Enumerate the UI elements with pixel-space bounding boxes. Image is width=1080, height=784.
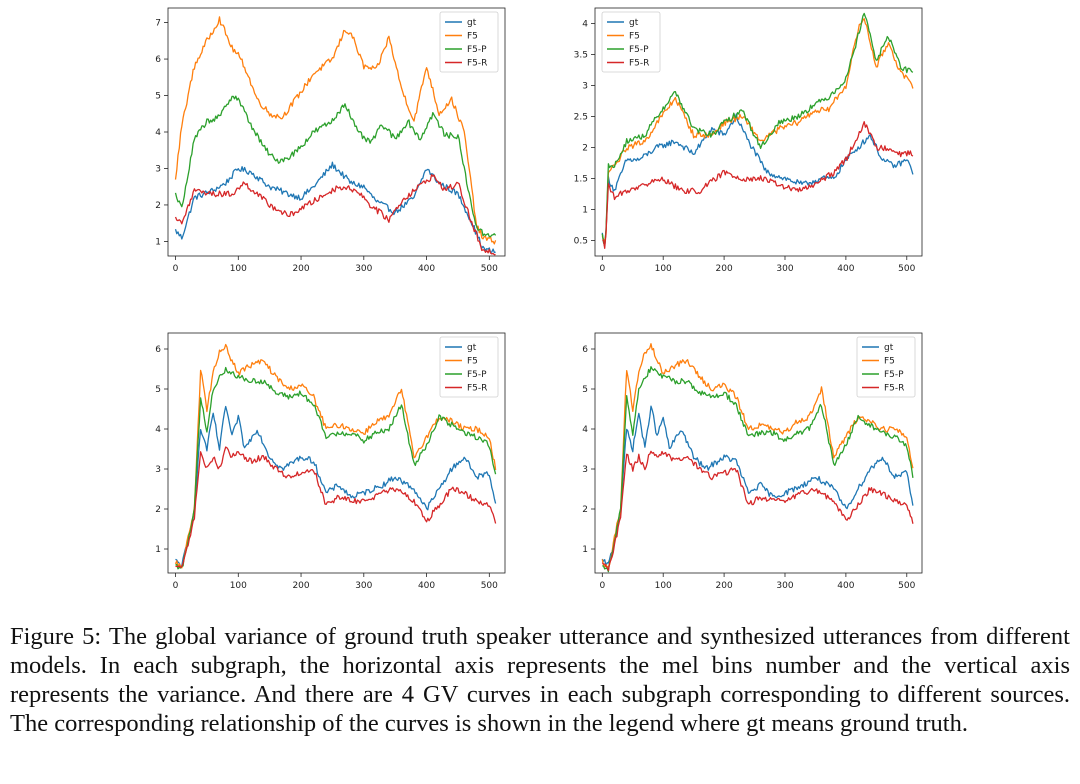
- legend-label-f5-r: F5-R: [467, 384, 487, 394]
- x-tick-label: 300: [355, 581, 372, 591]
- x-tick-label: 0: [599, 581, 605, 591]
- legend-label-f5-p: F5-P: [467, 45, 487, 55]
- axes-frame: [167, 332, 506, 574]
- y-tick-label: 6: [155, 55, 161, 65]
- legend-label-gt: gt: [884, 343, 894, 353]
- y-tick-label: 4: [582, 20, 588, 30]
- x-tick-label: 0: [173, 264, 179, 274]
- x-tick-label: 400: [837, 264, 854, 274]
- x-tick-label: 100: [655, 581, 672, 591]
- x-tick-label: 500: [898, 581, 915, 591]
- x-tick-label: 100: [230, 581, 247, 591]
- x-tick-label: 400: [418, 581, 435, 591]
- x-tick-label: 300: [776, 264, 793, 274]
- y-tick-label: 2: [155, 201, 161, 211]
- legend-label-f5-r: F5-R: [467, 59, 487, 69]
- subplot-3: 0 100 200 300 400 500 1 2 3 4 5 6 gt F5 F5-P F5-R: [155, 332, 506, 591]
- x-tick-label: 300: [776, 581, 793, 591]
- subplot-1: 0 100 200 300 400 500 1 2 3 4 5 6 7 gt F5 F5-P F5-R: [155, 7, 506, 274]
- legend-label-f5: F5: [467, 357, 478, 367]
- y-tick-label: 3: [155, 465, 161, 475]
- y-tick-label: 5: [155, 385, 161, 395]
- legend-label-f5: F5: [629, 32, 640, 42]
- series-line-gt: [175, 405, 497, 568]
- x-tick-label: 100: [655, 264, 672, 274]
- x-tick-label: 200: [292, 581, 309, 591]
- subplot-4: 0 100 200 300 400 500 1 2 3 4 5 6 gt F5 F5-P F5-R: [582, 332, 923, 591]
- y-tick-label: 1: [582, 206, 588, 216]
- legend-label-gt: gt: [629, 18, 639, 28]
- series-line-f5-r: [601, 450, 914, 572]
- series-line-gt: [174, 161, 496, 254]
- x-tick-label: 200: [716, 581, 733, 591]
- y-tick-label: 1.5: [574, 175, 588, 185]
- y-tick-label: 2: [582, 144, 588, 154]
- y-tick-label: 6: [582, 345, 588, 355]
- legend-label-f5-p: F5-P: [467, 370, 487, 380]
- y-tick-label: 4: [155, 425, 161, 435]
- x-tick-label: 100: [230, 264, 247, 274]
- series-line-f5-r: [174, 173, 496, 256]
- axes-frame: [167, 7, 506, 257]
- subplot-2: 0 100 200 300 400 500 0.5 1 1.5 2 2.5 3 3.5 4 gt F5 F5-P…: [574, 7, 923, 274]
- x-tick-label: 200: [292, 264, 309, 274]
- y-tick-label: 4: [155, 128, 161, 138]
- axes-frame: [594, 332, 923, 574]
- y-tick-label: 1: [155, 237, 161, 247]
- x-tick-label: 500: [481, 581, 498, 591]
- y-tick-label: 3: [155, 164, 161, 174]
- y-tick-label: 7: [155, 19, 161, 29]
- legend-label-f5: F5: [467, 32, 478, 42]
- legend-box: [856, 336, 916, 398]
- y-tick-label: 3: [582, 465, 588, 475]
- series-line-f5-p: [174, 95, 497, 238]
- series-line-f5: [174, 16, 497, 245]
- series-line-f5-r: [175, 446, 497, 569]
- x-tick-label: 500: [898, 264, 915, 274]
- series-line-f5-p: [602, 366, 914, 573]
- legend-label-f5-p: F5-P: [629, 45, 649, 55]
- y-tick-label: 0.5: [574, 237, 588, 247]
- y-tick-label: 1: [582, 545, 588, 555]
- series-line-f5: [601, 343, 914, 568]
- series-line-gt: [601, 405, 914, 567]
- y-tick-label: 6: [155, 345, 161, 355]
- x-tick-label: 400: [418, 264, 435, 274]
- figure-caption: Figure 5: The global variance of ground …: [10, 623, 1070, 737]
- legend-box: [439, 11, 499, 73]
- y-tick-label: 5: [582, 385, 588, 395]
- y-tick-label: 3.5: [574, 51, 588, 61]
- legend-label-f5: F5: [884, 357, 895, 367]
- x-tick-label: 200: [716, 264, 733, 274]
- legend-box: [601, 11, 661, 73]
- legend-label-f5-r: F5-R: [629, 59, 649, 69]
- y-tick-label: 2.5: [574, 113, 588, 123]
- axes-frame: [594, 7, 923, 257]
- y-tick-label: 2: [155, 505, 161, 515]
- x-tick-label: 0: [173, 581, 179, 591]
- series-line-gt: [601, 113, 914, 247]
- x-tick-label: 500: [481, 264, 498, 274]
- y-tick-label: 5: [155, 92, 161, 102]
- legend-box: [439, 336, 499, 398]
- y-tick-label: 2: [582, 505, 588, 515]
- series-line-f5-r: [602, 121, 914, 249]
- series-line-f5-p: [175, 366, 497, 570]
- x-tick-label: 300: [355, 264, 372, 274]
- y-tick-label: 1: [155, 545, 161, 555]
- y-tick-label: 3: [582, 82, 588, 92]
- legend-label-f5-r: F5-R: [884, 384, 904, 394]
- legend-label-gt: gt: [467, 18, 477, 28]
- x-tick-label: 400: [837, 581, 854, 591]
- legend-label-f5-p: F5-P: [884, 370, 904, 380]
- x-tick-label: 0: [599, 264, 605, 274]
- series-line-f5-p: [601, 12, 914, 247]
- y-tick-label: 4: [582, 425, 588, 435]
- legend-label-gt: gt: [467, 343, 477, 353]
